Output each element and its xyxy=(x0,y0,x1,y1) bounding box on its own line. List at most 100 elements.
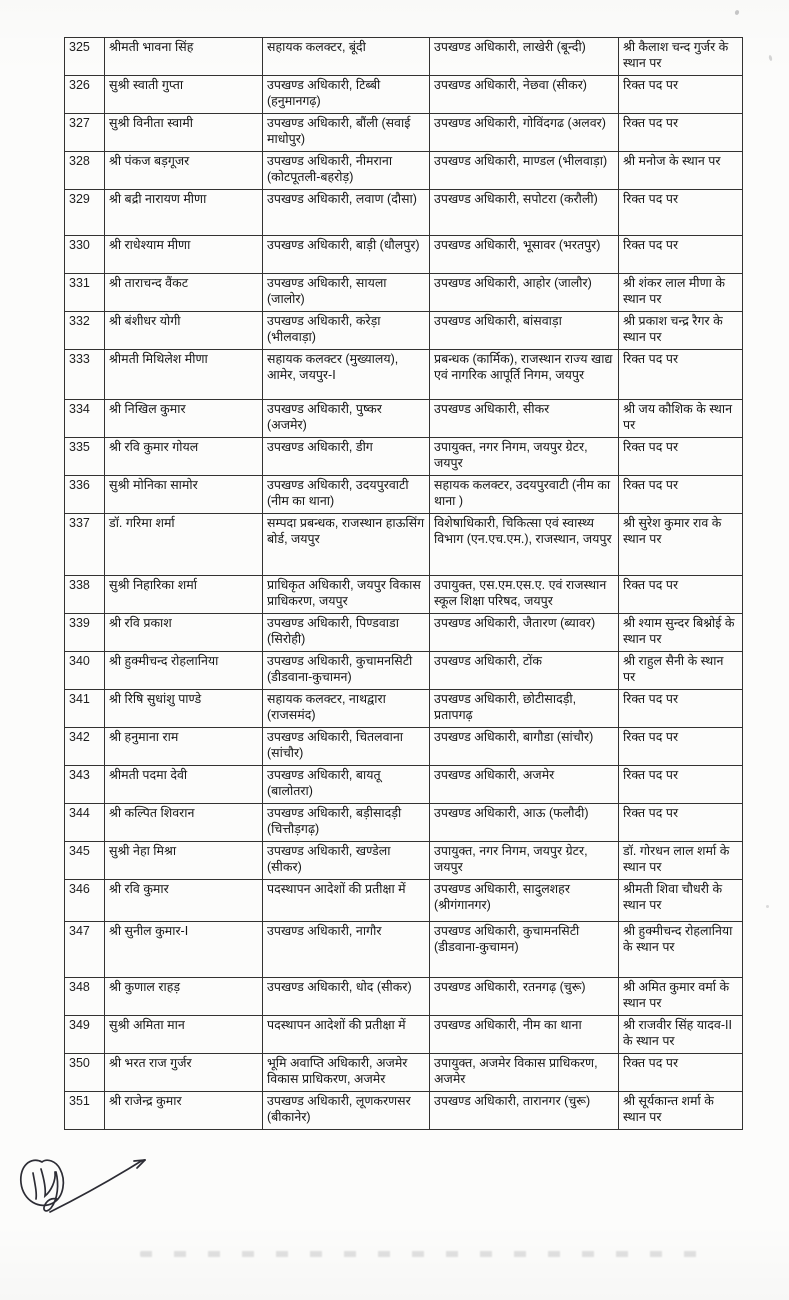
table-row: 342 श्री हनुमाना राम उपखण्ड अधिकारी, चित… xyxy=(64,727,743,766)
new-posting: उपायुक्त, एस.एम.एस.ए. एवं राजस्थान स्कूल… xyxy=(429,575,619,614)
table-row: 337 डॉ. गरिमा शर्मा सम्पदा प्रबन्धक, राज… xyxy=(64,513,743,576)
posting-remark: रिक्त पद पर xyxy=(618,575,743,614)
posting-remark: रिक्त पद पर xyxy=(618,189,743,236)
table-row: 336 सुश्री मोनिका सामोर उपखण्ड अधिकारी, … xyxy=(64,475,743,514)
current-posting: उपखण्ड अधिकारी, टिब्बी (हनुमानगढ़) xyxy=(262,75,430,114)
table-row: 347 श्री सुनील कुमार-I उपखण्ड अधिकारी, न… xyxy=(64,921,743,978)
officer-name: श्री बंशीधर योगी xyxy=(104,311,263,350)
new-posting: उपखण्ड अधिकारी, आहोर (जालौर) xyxy=(429,273,619,312)
officer-name: श्री ताराचन्द वैंकट xyxy=(104,273,263,312)
row-serial-number: 340 xyxy=(64,651,105,690)
new-posting: उपखण्ड अधिकारी, लाखेरी (बून्दी) xyxy=(429,37,619,76)
table-row: 326 सुश्री स्वाती गुप्ता उपखण्ड अधिकारी,… xyxy=(64,75,743,114)
row-serial-number: 348 xyxy=(64,977,105,1016)
table-row: 338 सुश्री निहारिका शर्मा प्राधिकृत अधिक… xyxy=(64,575,743,614)
current-posting: उपखण्ड अधिकारी, कुचामनसिटी (डीडवाना-कुचा… xyxy=(262,651,430,690)
posting-remark: रिक्त पद पर xyxy=(618,437,743,476)
table-row: 351 श्री राजेन्द्र कुमार उपखण्ड अधिकारी,… xyxy=(64,1091,743,1130)
posting-remark: श्री कैलाश चन्द गुर्जर के स्थान पर xyxy=(618,37,743,76)
table-row: 331 श्री ताराचन्द वैंकट उपखण्ड अधिकारी, … xyxy=(64,273,743,312)
posting-remark: श्री सूर्यकान्त शर्मा के स्थान पर xyxy=(618,1091,743,1130)
officer-name: श्री भरत राज गुर्जर xyxy=(104,1053,263,1092)
row-serial-number: 328 xyxy=(64,151,105,190)
current-posting: उपखण्ड अधिकारी, उदयपुरवाटी (नीम का थाना) xyxy=(262,475,430,514)
current-posting: उपखण्ड अधिकारी, लूणकरणसर (बीकानेर) xyxy=(262,1091,430,1130)
new-posting: उपखण्ड अधिकारी, छोटीसादड़ी, प्रतापगढ़ xyxy=(429,689,619,728)
posting-remark: श्री श्याम सुन्दर बिश्नोई के स्थान पर xyxy=(618,613,743,652)
current-posting: उपखण्ड अधिकारी, बड़ीसादड़ी (चित्तौड़गढ़) xyxy=(262,803,430,842)
new-posting: उपखण्ड अधिकारी, कुचामनसिटी (डीडवाना-कुचा… xyxy=(429,921,619,978)
current-posting: उपखण्ड अधिकारी, बाड़ी (धौलपुर) xyxy=(262,235,430,274)
row-serial-number: 326 xyxy=(64,75,105,114)
row-serial-number: 331 xyxy=(64,273,105,312)
officer-name: श्री रवि कुमार xyxy=(104,879,263,922)
new-posting: उपखण्ड अधिकारी, जैतारण (ब्यावर) xyxy=(429,613,619,652)
new-posting: उपखण्ड अधिकारी, सपोटरा (करौली) xyxy=(429,189,619,236)
posting-remark: श्री मनोज के स्थान पर xyxy=(618,151,743,190)
posting-remark: रिक्त पद पर xyxy=(618,113,743,152)
row-serial-number: 341 xyxy=(64,689,105,728)
table-row: 350 श्री भरत राज गुर्जर भूमि अवाप्ति अधि… xyxy=(64,1053,743,1092)
posting-remark: श्री सुरेश कुमार राव के स्थान पर xyxy=(618,513,743,576)
row-serial-number: 336 xyxy=(64,475,105,514)
new-posting: उपखण्ड अधिकारी, तारानगर (चुरू) xyxy=(429,1091,619,1130)
new-posting: उपखण्ड अधिकारी, भूसावर (भरतपुर) xyxy=(429,235,619,274)
officer-name: श्री निखिल कुमार xyxy=(104,399,263,438)
posting-remark: रिक्त पद पर xyxy=(618,803,743,842)
new-posting: उपखण्ड अधिकारी, माण्डल (भीलवाड़ा) xyxy=(429,151,619,190)
table-row: 334 श्री निखिल कुमार उपखण्ड अधिकारी, पुष… xyxy=(64,399,743,438)
table-row: 343 श्रीमती पदमा देवी उपखण्ड अधिकारी, बा… xyxy=(64,765,743,804)
current-posting: उपखण्ड अधिकारी, बायतू (बालोतरा) xyxy=(262,765,430,804)
scan-speck xyxy=(766,905,769,908)
posting-remark: रिक्त पद पर xyxy=(618,765,743,804)
table-row: 341 श्री रिषि सुधांशु पाण्डे सहायक कलक्ट… xyxy=(64,689,743,728)
posting-remark: श्री जय कौशिक के स्थान पर xyxy=(618,399,743,438)
officer-name: श्री हुक्मीचन्द रोहलानिया xyxy=(104,651,263,690)
new-posting: उपखण्ड अधिकारी, आऊ (फलौदी) xyxy=(429,803,619,842)
posting-remark: श्री हुक्मीचन्द रोहलानिया के स्थान पर xyxy=(618,921,743,978)
new-posting: उपायुक्त, नगर निगम, जयपुर ग्रेटर, जयपुर xyxy=(429,437,619,476)
new-posting: उपखण्ड अधिकारी, सादुलशहर (श्रीगंगानगर) xyxy=(429,879,619,922)
posting-remark: रिक्त पद पर xyxy=(618,75,743,114)
posting-remark: रिक्त पद पर xyxy=(618,349,743,400)
posting-remark: डॉ. गोरधन लाल शर्मा के स्थान पर xyxy=(618,841,743,880)
officer-name: सुश्री नेहा मिश्रा xyxy=(104,841,263,880)
row-serial-number: 337 xyxy=(64,513,105,576)
current-posting: भूमि अवाप्ति अधिकारी, अजमेर विकास प्राधि… xyxy=(262,1053,430,1092)
officer-name: श्री कल्पित शिवरान xyxy=(104,803,263,842)
row-serial-number: 345 xyxy=(64,841,105,880)
table-row: 325 श्रीमती भावना सिंह सहायक कलक्टर, बूं… xyxy=(64,37,743,76)
officer-name: सुश्री स्वाती गुप्ता xyxy=(104,75,263,114)
new-posting: प्रबन्धक (कार्मिक), राजस्थान राज्य खाद्य… xyxy=(429,349,619,400)
table-row: 328 श्री पंकज बड़गूजर उपखण्ड अधिकारी, नी… xyxy=(64,151,743,190)
officer-name: सुश्री मोनिका सामोर xyxy=(104,475,263,514)
new-posting: उपखण्ड अधिकारी, नेछवा (सीकर) xyxy=(429,75,619,114)
row-serial-number: 342 xyxy=(64,727,105,766)
current-posting: उपखण्ड अधिकारी, डीग xyxy=(262,437,430,476)
current-posting: सहायक कलक्टर (मुख्यालय), आमेर, जयपुर-I xyxy=(262,349,430,400)
posting-remark: रिक्त पद पर xyxy=(618,1053,743,1092)
officer-name: सुश्री अमिता मान xyxy=(104,1015,263,1054)
table-row: 345 सुश्री नेहा मिश्रा उपखण्ड अधिकारी, ख… xyxy=(64,841,743,880)
row-serial-number: 325 xyxy=(64,37,105,76)
row-serial-number: 329 xyxy=(64,189,105,236)
table-row: 330 श्री राधेश्याम मीणा उपखण्ड अधिकारी, … xyxy=(64,235,743,274)
row-serial-number: 344 xyxy=(64,803,105,842)
officer-name: श्री रिषि सुधांशु पाण्डे xyxy=(104,689,263,728)
current-posting: उपखण्ड अधिकारी, बौंली (सवाई माधोपुर) xyxy=(262,113,430,152)
current-posting: सहायक कलक्टर, नाथद्वारा (राजसमंद) xyxy=(262,689,430,728)
officer-name: सुश्री निहारिका शर्मा xyxy=(104,575,263,614)
table-row: 348 श्री कुणाल राहड़ उपखण्ड अधिकारी, धोद… xyxy=(64,977,743,1016)
posting-remark: रिक्त पद पर xyxy=(618,235,743,274)
new-posting: उपखण्ड अधिकारी, बागौडा (सांचौर) xyxy=(429,727,619,766)
table-body: 325 श्रीमती भावना सिंह सहायक कलक्टर, बूं… xyxy=(64,37,743,1130)
new-posting: उपखण्ड अधिकारी, सीकर xyxy=(429,399,619,438)
current-posting: उपखण्ड अधिकारी, सायला (जालोर) xyxy=(262,273,430,312)
scan-smudge-band xyxy=(140,1251,700,1257)
table-row: 344 श्री कल्पित शिवरान उपखण्ड अधिकारी, ब… xyxy=(64,803,743,842)
current-posting: सहायक कलक्टर, बूंदी xyxy=(262,37,430,76)
row-serial-number: 351 xyxy=(64,1091,105,1130)
posting-remark: रिक्त पद पर xyxy=(618,727,743,766)
row-serial-number: 347 xyxy=(64,921,105,978)
current-posting: उपखण्ड अधिकारी, खण्डेला (सीकर) xyxy=(262,841,430,880)
